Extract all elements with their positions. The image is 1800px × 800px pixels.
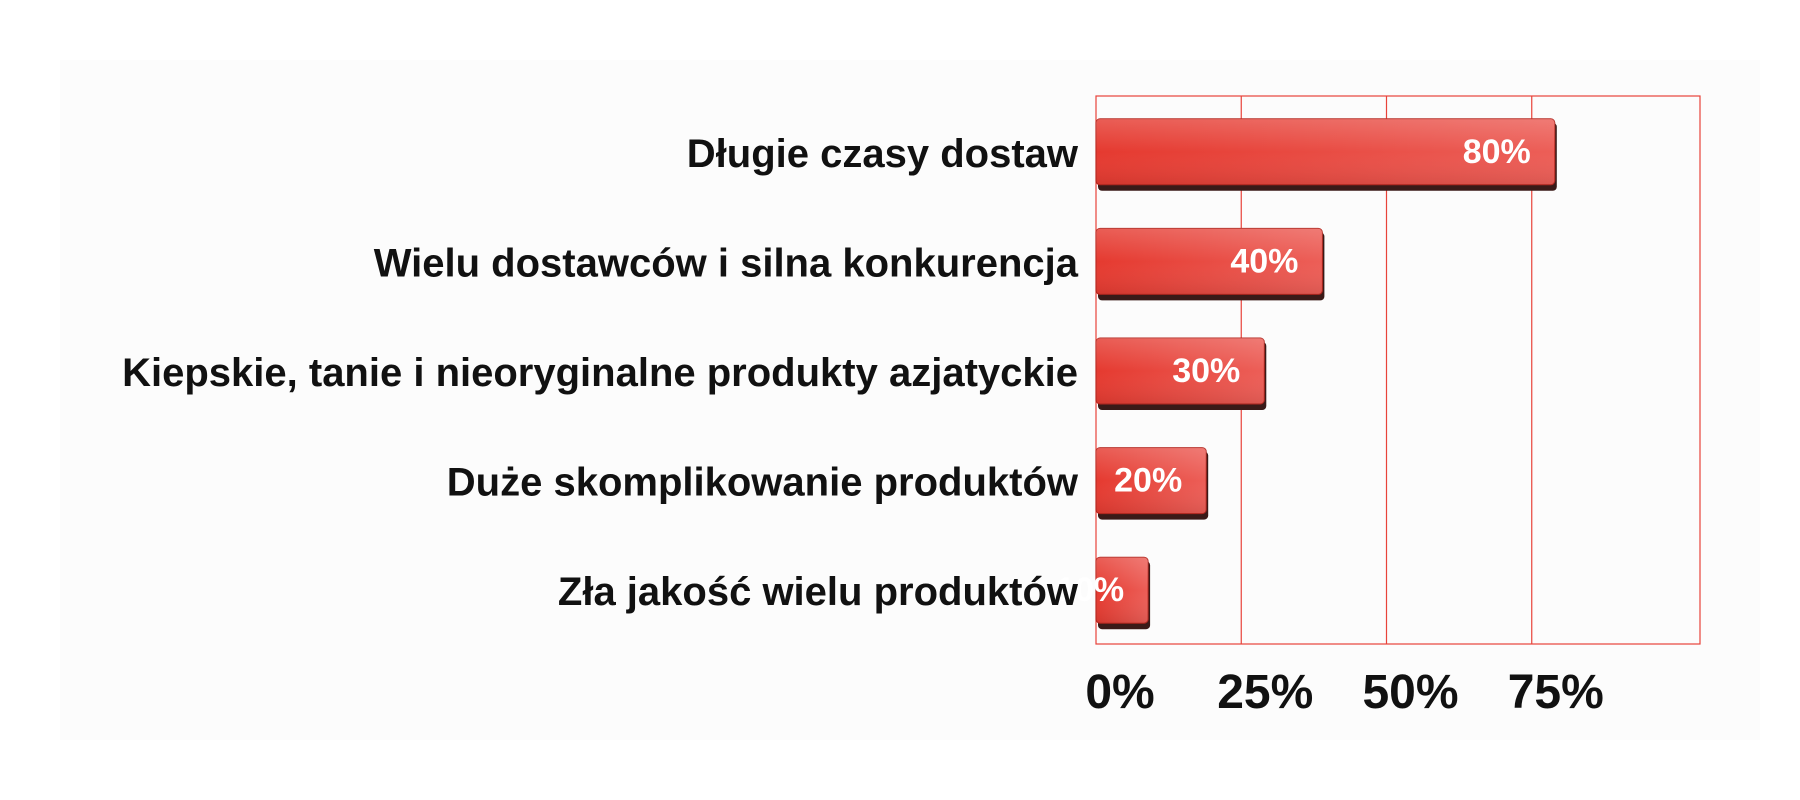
category-labels: Długie czasy dostaw Wielu dostawców i sil… xyxy=(122,132,1079,614)
x-tick-label-0: 0% xyxy=(1085,666,1154,719)
category-label-4: Duże skomplikowanie produktów xyxy=(447,461,1079,505)
data-label-1: 80% xyxy=(1463,133,1531,171)
bar-highlight xyxy=(1096,557,1149,624)
x-tick-label-50: 50% xyxy=(1362,666,1458,719)
bar-highlight xyxy=(1096,228,1323,295)
x-axis-ticks: 0% 25% 50% 75% xyxy=(1085,666,1603,719)
category-label-5: Zła jakość wielu produktów xyxy=(558,570,1079,614)
category-label-2: Wielu dostawców i silna konkurencja xyxy=(374,241,1079,285)
data-label-5: 10% xyxy=(1056,571,1124,609)
category-label-3: Kiepskie, tanie i nieoryginalne produkty… xyxy=(122,351,1078,395)
bar-highlight xyxy=(1096,118,1555,185)
bar-highlight xyxy=(1096,338,1265,404)
bar-highlight xyxy=(1096,447,1207,514)
data-label-3: 30% xyxy=(1172,352,1240,390)
x-tick-label-75: 75% xyxy=(1508,666,1604,719)
data-label-4: 20% xyxy=(1114,462,1182,500)
bars: 80% 40% 30% 20% 10% xyxy=(1056,118,1557,630)
category-label-1: Długie czasy dostaw xyxy=(687,132,1079,176)
data-label-2: 40% xyxy=(1230,242,1298,280)
x-tick-label-25: 25% xyxy=(1217,666,1313,719)
